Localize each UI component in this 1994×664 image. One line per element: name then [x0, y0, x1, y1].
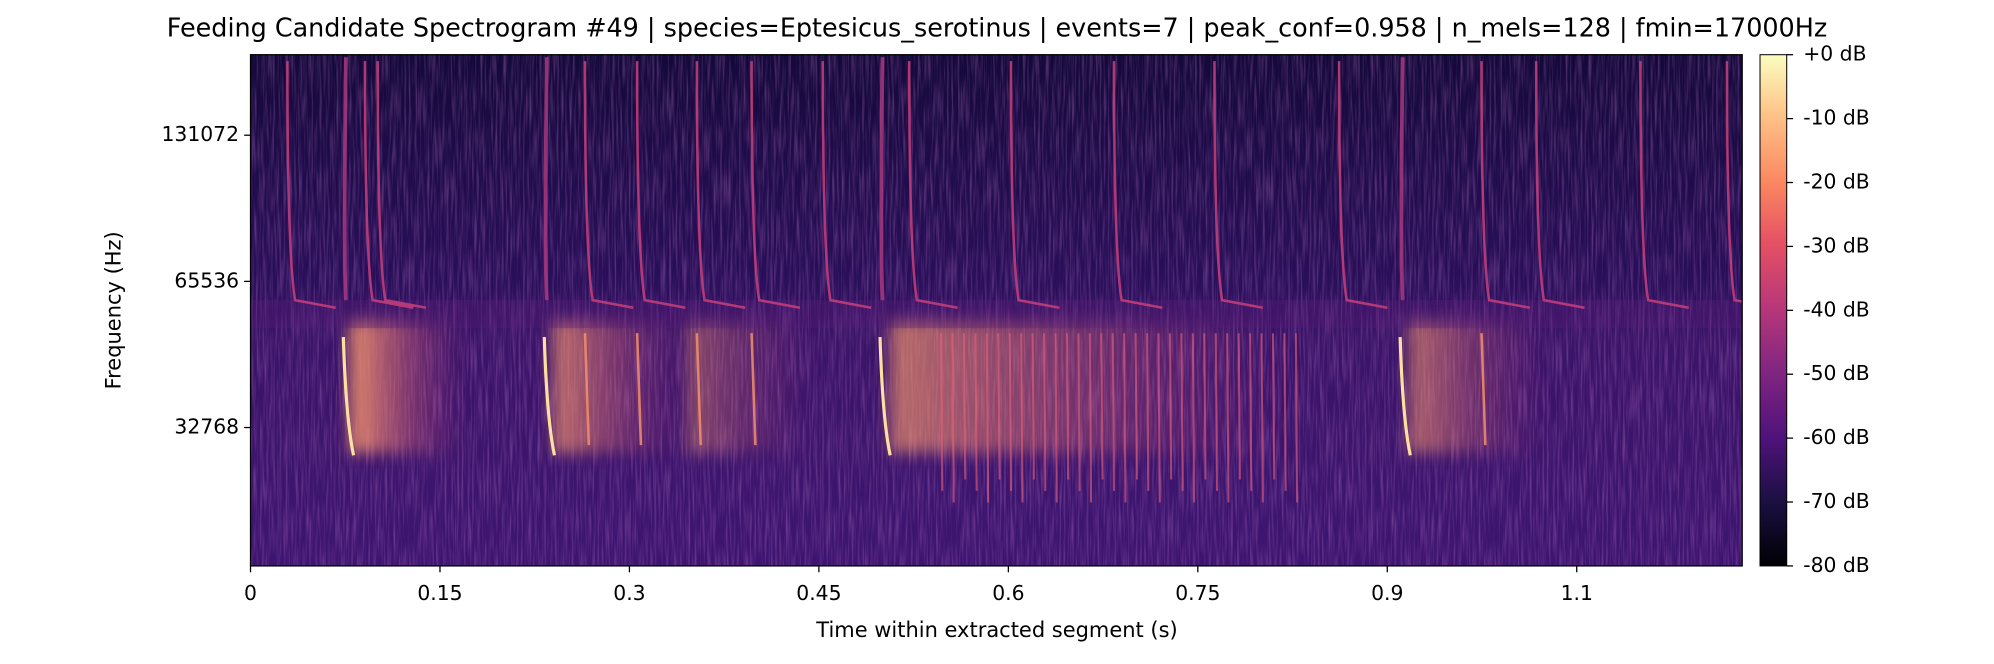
call-trace: [583, 61, 634, 310]
colorbar: [1759, 54, 1788, 567]
buzz-trace: [1203, 333, 1207, 480]
x-tick-label: 0.3: [613, 581, 645, 605]
buzz-trace: [997, 333, 1001, 480]
energy-glow: [890, 320, 1285, 453]
call-trace: [1480, 61, 1531, 310]
call-trace: [1112, 61, 1163, 310]
buzz-trace: [1111, 333, 1116, 491]
colorbar-tick-label: -30 dB: [1803, 233, 1870, 257]
buzz-trace: [1088, 333, 1093, 503]
buzz-trace: [1271, 333, 1276, 480]
buzz-trace: [1157, 333, 1161, 503]
call-trace: [750, 61, 801, 310]
call-trace: [1534, 61, 1585, 310]
call-trace: [583, 333, 591, 446]
colorbar-tick-label: -60 dB: [1803, 425, 1870, 449]
buzz-trace: [1054, 333, 1058, 503]
call-trace: [363, 61, 414, 310]
call-trace: [1480, 333, 1487, 446]
energy-glow: [686, 320, 814, 453]
energy-glow: [349, 320, 465, 453]
y-tick-label: 32768: [174, 415, 239, 439]
buzz-trace: [1226, 333, 1230, 503]
energy-band: [250, 300, 1743, 329]
y-tick-label: 65536: [174, 268, 239, 292]
buzz-trace: [1294, 333, 1299, 503]
buzz-trace: [1123, 333, 1127, 503]
colorbar-tick-label: -80 dB: [1803, 553, 1870, 577]
y-axis-label: Frequency (Hz): [101, 231, 125, 389]
energy-glow: [1409, 320, 1546, 453]
spectrogram-image: [250, 54, 1743, 566]
y-tick-label: 131072: [161, 122, 239, 146]
buzz-trace: [1100, 333, 1104, 480]
buzz-trace: [1168, 333, 1173, 480]
call-trace: [1399, 57, 1405, 301]
colorbar-tick-label: -50 dB: [1803, 361, 1870, 385]
x-tick-label: 0.9: [1371, 581, 1403, 605]
buzz-trace: [1020, 333, 1024, 503]
buzz-trace: [1043, 333, 1047, 491]
call-trace: [543, 57, 549, 301]
x-tick-label: 0.15: [417, 581, 462, 605]
buzz-trace: [1031, 333, 1035, 480]
call-trace: [750, 333, 757, 446]
call-trace: [342, 57, 348, 301]
call-trace: [907, 61, 958, 310]
call-trace: [1337, 61, 1388, 310]
buzz-trace: [1146, 333, 1150, 491]
call-trace: [341, 336, 356, 456]
call-trace: [878, 336, 892, 456]
buzz-trace: [962, 333, 967, 480]
call-trace: [635, 333, 643, 446]
buzz-trace: [1191, 333, 1196, 503]
call-trace: [1009, 61, 1060, 310]
call-trace: [286, 61, 336, 310]
buzz-trace: [951, 333, 955, 503]
buzz-trace: [940, 333, 944, 491]
x-tick-label: 0.45: [796, 581, 841, 605]
buzz-trace: [974, 333, 978, 491]
call-trace: [821, 61, 872, 310]
colorbar-tick-label: -70 dB: [1803, 489, 1870, 513]
buzz-trace: [1180, 333, 1184, 491]
colorbar-tick-label: -20 dB: [1803, 170, 1870, 194]
call-trace: [1725, 61, 1743, 303]
buzz-trace: [1283, 333, 1287, 491]
call-trace: [695, 333, 702, 446]
call-trace: [635, 61, 686, 310]
x-axis-label: Time within extracted segment (s): [815, 618, 1177, 642]
buzz-trace: [1134, 333, 1138, 480]
buzz-trace: [1008, 333, 1013, 491]
buzz-trace: [1249, 333, 1253, 491]
energy-glow: [553, 320, 687, 453]
buzz-trace: [1077, 333, 1081, 491]
x-tick-label: 0: [244, 581, 257, 605]
x-tick-label: 0.6: [992, 581, 1024, 605]
call-trace: [1398, 336, 1412, 456]
spectrogram-noise: [250, 54, 1743, 566]
call-trace: [695, 61, 746, 310]
buzz-trace: [1237, 333, 1241, 480]
colorbar-tick-label: +0 dB: [1803, 42, 1866, 66]
buzz-trace: [1214, 333, 1219, 491]
call-trace: [376, 61, 427, 310]
colorbar-tick-label: -40 dB: [1803, 297, 1870, 321]
x-tick-label: 1.1: [1561, 581, 1593, 605]
call-trace: [1639, 61, 1690, 310]
buzz-trace: [1260, 333, 1264, 503]
call-trace: [879, 57, 885, 301]
colorbar-tick-label: -10 dB: [1803, 106, 1870, 130]
plot-frame: [249, 54, 1743, 567]
buzz-trace: [1065, 333, 1070, 480]
call-trace: [542, 336, 557, 456]
chart-title: Feeding Candidate Spectrogram #49 | spec…: [167, 12, 1827, 42]
x-tick-label: 0.75: [1175, 581, 1220, 605]
call-trace: [1213, 61, 1264, 310]
buzz-trace: [985, 333, 990, 503]
